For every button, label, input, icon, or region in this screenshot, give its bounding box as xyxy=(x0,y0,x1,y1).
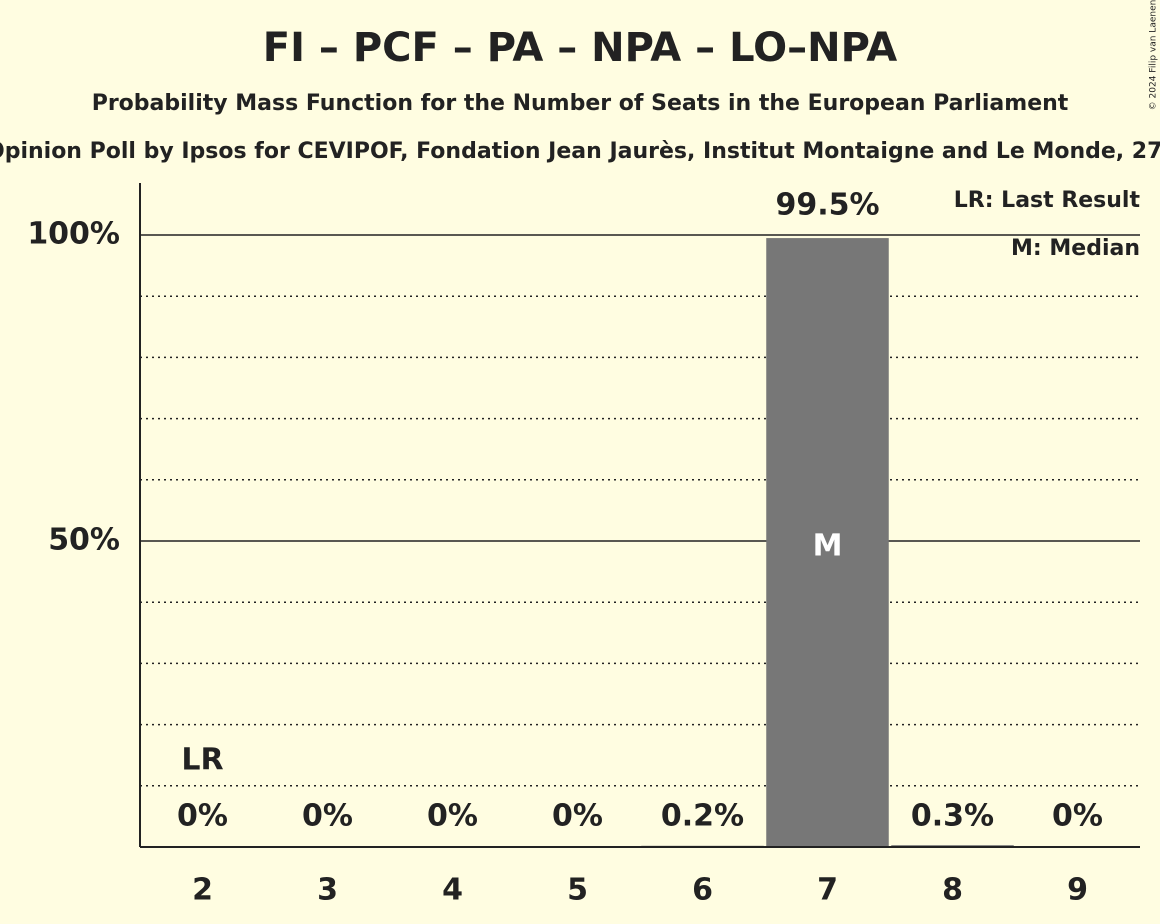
x-tick-label: 9 xyxy=(1067,873,1088,908)
value-label: 0% xyxy=(177,799,228,834)
value-label: 0.3% xyxy=(911,799,994,834)
chart-source: Opinion Poll by Ipsos for CEVIPOF, Fonda… xyxy=(0,139,1160,164)
y-tick-label: 50% xyxy=(48,523,120,558)
value-label: 0% xyxy=(552,799,603,834)
legend-entry: M: Median xyxy=(1011,236,1140,261)
value-label: 0% xyxy=(302,799,353,834)
bar xyxy=(766,238,889,847)
value-label: 99.5% xyxy=(775,188,879,223)
x-tick-label: 5 xyxy=(567,873,588,908)
chart-subtitle: Probability Mass Function for the Number… xyxy=(92,91,1069,116)
chart-title: FI – PCF – PA – NPA – LO–NPA xyxy=(263,25,897,71)
x-tick-label: 7 xyxy=(817,873,838,908)
x-tick-label: 3 xyxy=(317,873,338,908)
annotation: LR xyxy=(181,743,223,778)
value-label: 0.2% xyxy=(661,799,744,834)
value-label: 0% xyxy=(427,799,478,834)
copyright: © 2024 Filip van Laenen xyxy=(1149,0,1159,110)
x-tick-label: 8 xyxy=(942,873,963,908)
value-label: 0% xyxy=(1052,799,1103,834)
y-tick-label: 100% xyxy=(27,217,120,252)
x-tick-label: 2 xyxy=(192,873,213,908)
annotation: M xyxy=(813,529,843,564)
x-tick-label: 4 xyxy=(442,873,463,908)
x-tick-label: 6 xyxy=(692,873,713,908)
legend-entry: LR: Last Result xyxy=(954,188,1141,213)
